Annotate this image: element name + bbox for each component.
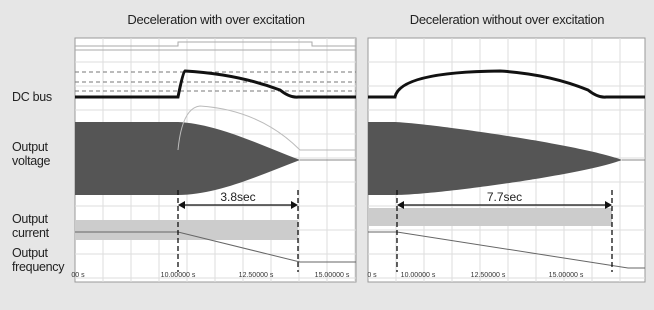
scope-figure: 3.8sec 00 s 10.00000 s 12.50000 s 15.00000 s… — [0, 0, 654, 310]
time-label: 15.00000 s — [549, 272, 584, 279]
duration-label: 7.7sec — [487, 190, 522, 204]
time-label: 15.00000 s — [315, 272, 350, 279]
duration-label: 3.8sec — [220, 190, 255, 204]
page: Deceleration with over excitation Decele… — [0, 0, 654, 310]
current-trace — [75, 220, 298, 240]
time-label: 12.50000 s — [471, 272, 506, 279]
time-label: 12.50000 s — [239, 272, 274, 279]
current-trace — [368, 208, 612, 226]
time-label: 0 s — [367, 272, 377, 279]
time-label: 10.00000 s — [401, 272, 436, 279]
time-label: 10.00000 s — [161, 272, 196, 279]
time-label: 00 s — [71, 272, 85, 279]
